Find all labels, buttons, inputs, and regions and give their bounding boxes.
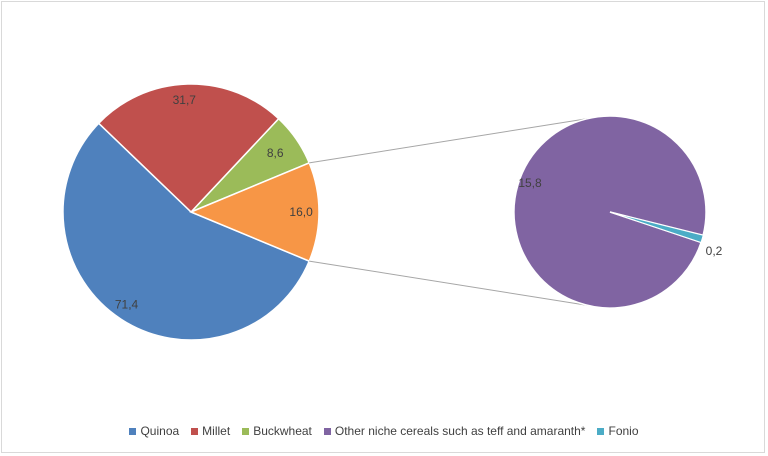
pie-slice-millet <box>97 83 280 214</box>
data-label-other: 16,0 <box>289 205 313 219</box>
legend-swatch <box>129 427 137 435</box>
connector-line-bottom <box>309 260 602 309</box>
data-label-quinoa: 71,4 <box>115 297 139 311</box>
data-label-other-niche-cereals: 15,8 <box>518 176 542 190</box>
pie-of-pie-chart: 71,4 31,7 8,6 16,0 15,8 0,2 <box>62 83 723 341</box>
pie-slice-fonio <box>609 211 704 244</box>
legend-label: Other niche cereals such as teff and ama… <box>334 424 586 438</box>
connector-line-top <box>309 115 602 164</box>
legend-item-buckwheat: Buckwheat <box>242 424 312 438</box>
pie-slice-quinoa <box>62 122 311 341</box>
data-label-fonio: 0,2 <box>706 244 723 258</box>
legend-item-fonio: Fonio <box>597 424 639 438</box>
legend-swatch <box>191 427 199 435</box>
pie-slice-other <box>189 161 320 263</box>
chart-legend: Quinoa Millet Buckwheat Other niche cereals… <box>0 424 768 438</box>
legend-swatch <box>597 427 605 435</box>
legend-label: Fonio <box>608 424 639 438</box>
legend-label: Buckwheat <box>253 424 312 438</box>
legend-item-millet: Millet <box>191 424 230 438</box>
legend-swatch <box>323 427 331 435</box>
legend-item-quinoa: Quinoa <box>129 424 179 438</box>
legend-item-other-niche-cereals-such-as-teff-and-amaranth: Other niche cereals such as teff and ama… <box>323 424 586 438</box>
legend-label: Millet <box>202 424 231 438</box>
legend-swatch <box>242 427 250 435</box>
data-label-buckwheat: 8,6 <box>267 146 284 160</box>
data-label-millet: 31,7 <box>173 93 197 107</box>
legend-label: Quinoa <box>140 424 180 438</box>
